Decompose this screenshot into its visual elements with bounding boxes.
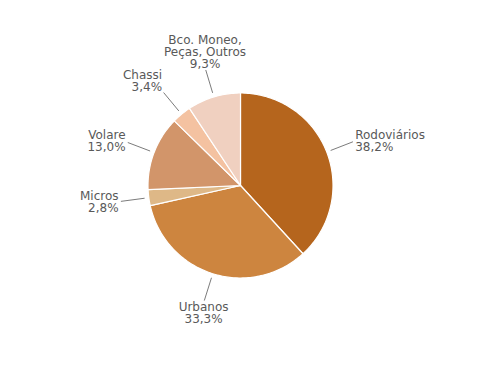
svg-text:Rodoviários38,2%: Rodoviários38,2% xyxy=(355,128,425,154)
svg-text:Urbanos33,3%: Urbanos33,3% xyxy=(179,300,229,326)
svg-text:Volare13,0%: Volare13,0% xyxy=(87,128,125,154)
svg-text:Chassi3,4%: Chassi3,4% xyxy=(123,68,162,94)
svg-text:Bco. Moneo,Peças, Outros9,3%: Bco. Moneo,Peças, Outros9,3% xyxy=(164,33,246,71)
svg-text:Micros2,8%: Micros2,8% xyxy=(80,189,119,215)
